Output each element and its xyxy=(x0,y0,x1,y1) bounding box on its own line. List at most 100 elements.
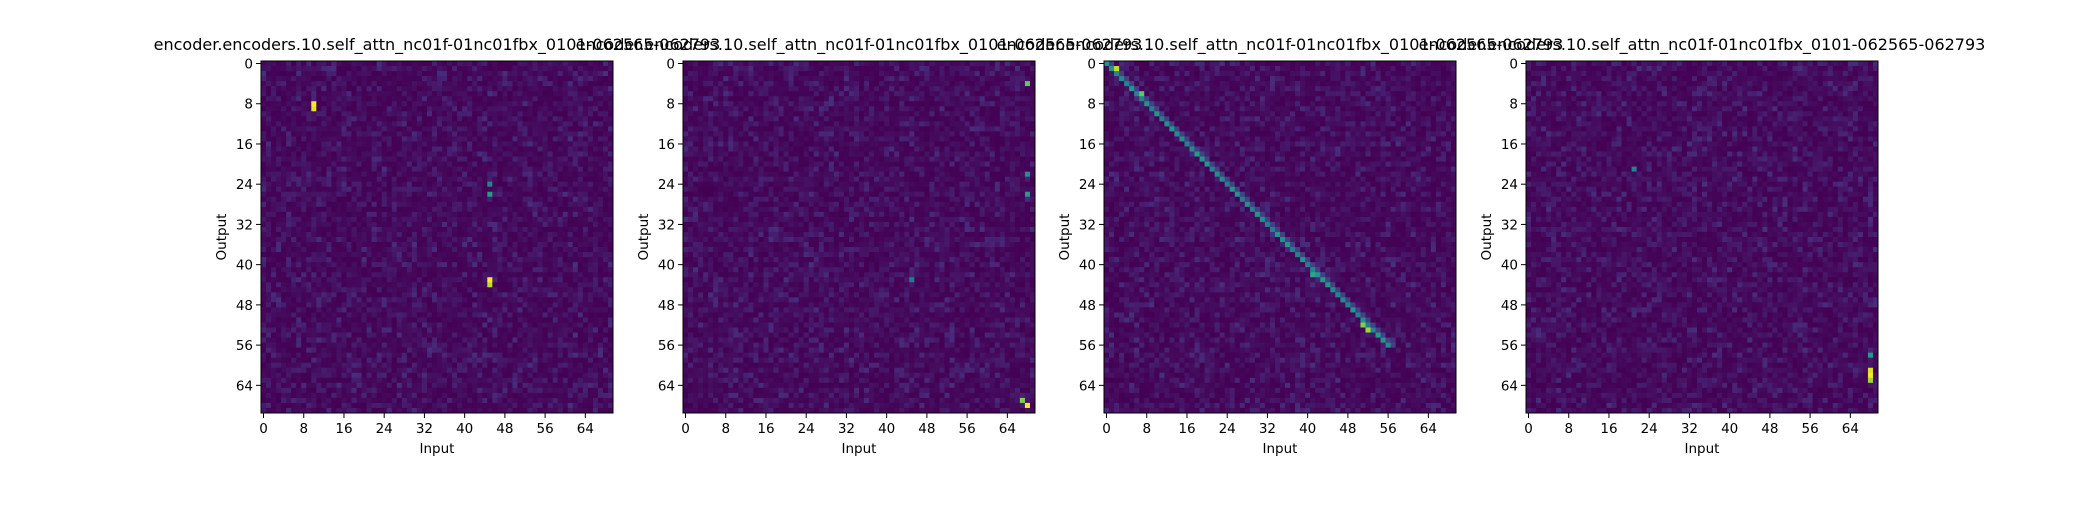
heatmap-cell xyxy=(426,262,433,268)
heatmap-cell xyxy=(286,231,292,238)
heatmap-cell xyxy=(431,231,438,238)
heatmap-cell xyxy=(597,277,604,283)
heatmap-cell xyxy=(371,247,378,253)
heatmap-cell xyxy=(421,171,428,178)
heatmap-cell xyxy=(281,357,287,364)
heatmap-cell xyxy=(326,131,332,137)
heatmap-cell xyxy=(401,287,408,293)
heatmap-cell xyxy=(406,387,413,394)
heatmap-cell xyxy=(447,181,453,188)
heatmap-cell xyxy=(386,226,393,233)
heatmap-cell xyxy=(391,277,398,283)
heatmap-cell xyxy=(582,206,589,213)
heatmap-cell xyxy=(527,101,533,107)
heatmap-cell xyxy=(371,146,378,152)
heatmap-cell xyxy=(487,91,493,97)
heatmap-cell xyxy=(542,242,549,248)
heatmap-cell xyxy=(562,226,569,233)
heatmap-cell xyxy=(527,171,533,178)
heatmap-cell xyxy=(336,176,342,183)
heatmap-cell xyxy=(431,151,438,157)
heatmap-cell xyxy=(426,186,433,193)
heatmap-cell xyxy=(406,242,413,248)
heatmap-cell xyxy=(577,262,584,268)
heatmap-cell xyxy=(592,176,599,183)
heatmap-cell xyxy=(517,342,523,349)
heatmap-cell xyxy=(502,262,508,268)
heatmap-cell xyxy=(426,327,433,333)
heatmap-cell xyxy=(537,76,543,82)
heatmap-cell xyxy=(587,91,594,97)
heatmap-cell xyxy=(557,362,564,369)
heatmap-cell xyxy=(462,322,468,328)
heatmap-cell xyxy=(416,242,423,248)
heatmap-cell xyxy=(512,322,518,328)
heatmap-cell xyxy=(592,61,599,67)
heatmap-cell xyxy=(311,282,317,288)
heatmap-cell xyxy=(597,111,604,117)
heatmap-cell xyxy=(421,302,428,308)
heatmap-cell xyxy=(306,322,312,328)
heatmap-cell xyxy=(497,86,503,92)
heatmap-cell xyxy=(406,352,413,359)
heatmap-cell xyxy=(522,347,528,354)
heatmap-cell xyxy=(406,66,413,72)
heatmap-cell xyxy=(421,111,428,117)
heatmap-cell xyxy=(547,347,554,354)
heatmap-cell xyxy=(502,392,508,399)
heatmap-cell xyxy=(597,407,604,414)
heatmap-cell xyxy=(366,272,373,278)
heatmap-cell xyxy=(376,231,383,238)
heatmap-cell xyxy=(426,397,433,404)
heatmap-cell xyxy=(361,181,367,188)
heatmap-cell xyxy=(562,307,569,313)
heatmap-cell xyxy=(512,262,518,268)
heatmap-cell xyxy=(517,282,523,288)
heatmap-cell xyxy=(542,332,549,338)
heatmap-cell xyxy=(577,216,584,223)
heatmap-cell xyxy=(331,282,337,288)
heatmap-cell xyxy=(306,257,312,263)
heatmap-cell xyxy=(582,362,589,369)
heatmap-cell xyxy=(457,76,463,82)
heatmap-cell xyxy=(577,111,584,117)
heatmap-cell xyxy=(482,402,488,409)
heatmap-cell xyxy=(462,91,468,97)
heatmap-cell xyxy=(482,201,488,208)
heatmap-cell xyxy=(296,277,302,283)
heatmap-cell xyxy=(592,297,599,303)
heatmap-cell xyxy=(572,81,579,87)
heatmap-cell xyxy=(361,377,367,384)
heatmap-cell xyxy=(291,231,297,238)
heatmap-cell xyxy=(416,126,423,132)
heatmap-cell xyxy=(442,146,448,152)
heatmap-cell xyxy=(502,397,508,404)
heatmap-cell xyxy=(447,131,453,137)
heatmap-cell xyxy=(276,201,282,208)
heatmap-cell xyxy=(457,141,463,147)
heatmap-cell xyxy=(547,367,554,374)
heatmap-cell xyxy=(416,237,423,243)
heatmap-cell xyxy=(567,76,574,82)
heatmap-cell xyxy=(462,131,468,137)
heatmap-cell xyxy=(452,151,458,157)
heatmap-cell xyxy=(431,367,438,374)
heatmap-cell xyxy=(437,377,443,384)
heatmap-cell xyxy=(587,216,594,223)
heatmap-cell xyxy=(467,347,473,354)
heatmap-cell xyxy=(296,342,302,349)
heatmap-cell xyxy=(587,166,594,173)
heatmap-cell xyxy=(266,151,272,157)
heatmap-cell xyxy=(532,332,538,338)
heatmap-cell xyxy=(316,262,322,268)
heatmap-cell xyxy=(487,191,493,198)
heatmap-cell xyxy=(356,186,362,193)
heatmap-cell xyxy=(426,267,433,273)
heatmap-cell xyxy=(331,342,337,349)
heatmap-cell xyxy=(386,106,393,112)
heatmap-cell xyxy=(442,357,448,364)
heatmap-cell xyxy=(457,272,463,278)
heatmap-cell xyxy=(356,352,362,359)
heatmap-cell xyxy=(507,106,513,112)
heatmap-cell xyxy=(492,362,498,369)
